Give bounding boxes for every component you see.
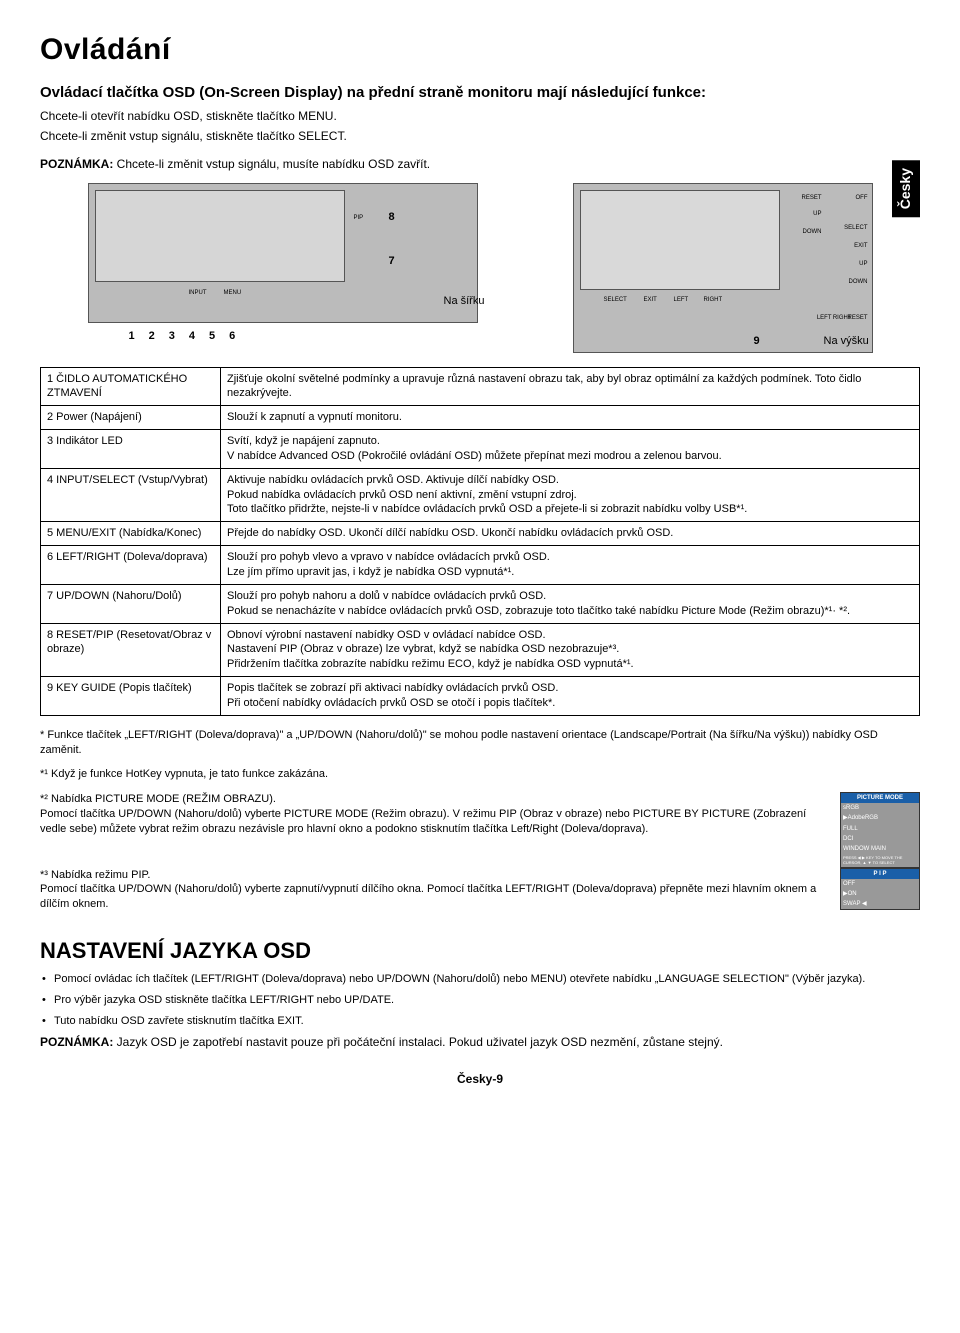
label-select2: SELECT [844, 224, 867, 232]
table-row: 5 MENU/EXIT (Nabídka/Konec)Přejde do nab… [41, 522, 920, 546]
lang-step-2: Pro výběr jazyka OSD stiskněte tlačítka … [40, 993, 920, 1008]
label-select: SELECT [604, 296, 627, 304]
row-label: 4 INPUT/SELECT (Vstup/Vybrat) [41, 468, 221, 522]
row-desc: Svítí, když je napájení zapnuto. V nabíd… [221, 430, 920, 469]
row-desc: Přejde do nabídky OSD. Ukončí dílčí nabí… [221, 522, 920, 546]
row-label: 5 MENU/EXIT (Nabídka/Konec) [41, 522, 221, 546]
label-height: Na výšku [824, 334, 869, 349]
lang-section-title: NASTAVENÍ JAZYKA OSD [40, 936, 920, 966]
row-label: 6 LEFT/RIGHT (Doleva/doprava) [41, 546, 221, 585]
footnote-3: *³ Nabídka režimu PIP. Pomocí tlačítka U… [40, 868, 820, 913]
label-up2: UP [859, 260, 867, 268]
row-label: 9 KEY GUIDE (Popis tlačítek) [41, 677, 221, 716]
row-desc: Zjišťuje okolní světelné podmínky a upra… [221, 367, 920, 406]
section-subtitle: Ovládací tlačítka OSD (On-Screen Display… [40, 83, 920, 103]
callout-9: 9 [754, 334, 760, 349]
table-row: 8 RESET/PIP (Resetovat/Obraz v obraze)Ob… [41, 623, 920, 677]
label-off: OFF [856, 194, 868, 202]
label-width: Na šířku [444, 294, 485, 309]
row-desc: Aktivuje nabídku ovládacích prvků OSD. A… [221, 468, 920, 522]
footnote-2: *² Nabídka PICTURE MODE (REŽIM OBRAZU). … [40, 792, 820, 837]
row-desc: Slouží pro pohyb nahoru a dolů v nabídce… [221, 584, 920, 623]
table-row: 6 LEFT/RIGHT (Doleva/doprava)Slouží pro … [41, 546, 920, 585]
label-down: DOWN [803, 228, 822, 236]
number-row: 1 2 3 4 5 6 [129, 329, 236, 344]
intro-line-1: Chcete-li otevřít nabídku OSD, stiskněte… [40, 108, 920, 124]
osd1-title: PICTURE MODE [841, 793, 919, 803]
row-label: 7 UP/DOWN (Nahoru/Dolů) [41, 584, 221, 623]
lang-step-3: Tuto nabídku OSD zavřete stisknutím tlač… [40, 1014, 920, 1029]
table-row: 1 ČIDLO AUTOMATICKÉHO ZTMAVENÍZjišťuje o… [41, 367, 920, 406]
label-left: LEFT [674, 296, 689, 304]
lang-step-1: Pomocí ovládac ích tlačítek (LEFT/RIGHT … [40, 972, 920, 987]
footnote-star: * Funkce tlačítek „LEFT/RIGHT (Doleva/do… [40, 728, 920, 758]
label-exit2: EXIT [644, 296, 657, 304]
button-diagram: PIP 8 7 INPUT MENU 1 2 3 4 5 6 Na šířku … [40, 183, 920, 353]
callout-8: 8 [389, 210, 395, 225]
osd-preview-picture-mode: PICTURE MODE sRGB ▶AdobeRGB FULL DCI WIN… [840, 792, 920, 867]
label-menu: MENU [224, 289, 242, 297]
lang-note: POZNÁMKA: Jazyk OSD je zapotřebí nastavi… [40, 1034, 920, 1050]
row-desc: Slouží pro pohyb vlevo a vpravo v nabídc… [221, 546, 920, 585]
table-row: 9 KEY GUIDE (Popis tlačítek)Popis tlačít… [41, 677, 920, 716]
label-up: UP [813, 210, 821, 218]
note-label: POZNÁMKA: [40, 157, 113, 171]
panel-landscape: PIP 8 7 INPUT MENU 1 2 3 4 5 6 Na šířku [88, 183, 478, 323]
row-desc: Slouží k zapnutí a vypnutí monitoru. [221, 406, 920, 430]
note-text: Chcete-li změnit vstup signálu, musíte n… [117, 157, 430, 171]
osd2-title: P I P [841, 869, 919, 879]
intro-line-2: Chcete-li změnit vstup signálu, stisknět… [40, 128, 920, 144]
label-down2: DOWN [849, 278, 868, 286]
osd-preview-pip: P I P OFF ▶ON SWAP ◀ [840, 868, 920, 910]
label-exit: EXIT [854, 242, 867, 250]
footnote-2-row: *² Nabídka PICTURE MODE (REŽIM OBRAZU). … [40, 792, 920, 867]
row-desc: Popis tlačítek se zobrazí při aktivaci n… [221, 677, 920, 716]
lang-note-text: Jazyk OSD je zapotřebí nastavit pouze př… [117, 1035, 723, 1049]
controls-table: 1 ČIDLO AUTOMATICKÉHO ZTMAVENÍZjišťuje o… [40, 367, 920, 716]
row-desc: Obnoví výrobní nastavení nabídky OSD v o… [221, 623, 920, 677]
table-row: 7 UP/DOWN (Nahoru/Dolů)Slouží pro pohyb … [41, 584, 920, 623]
panel-portrait: RESET UP DOWN OFF SELECT EXIT UP DOWN SE… [573, 183, 873, 353]
table-row: 2 Power (Napájení)Slouží k zapnutí a vyp… [41, 406, 920, 430]
row-label: 1 ČIDLO AUTOMATICKÉHO ZTMAVENÍ [41, 367, 221, 406]
row-label: 3 Indikátor LED [41, 430, 221, 469]
table-row: 4 INPUT/SELECT (Vstup/Vybrat)Aktivuje na… [41, 468, 920, 522]
side-language-tab: Česky [892, 160, 920, 217]
table-row: 3 Indikátor LEDSvítí, když je napájení z… [41, 430, 920, 469]
label-left2: LEFT [817, 314, 832, 322]
callout-7: 7 [389, 254, 395, 269]
lang-steps: Pomocí ovládac ích tlačítek (LEFT/RIGHT … [40, 972, 920, 1029]
page-title: Ovládání [40, 30, 920, 71]
page-number: Česky-9 [40, 1071, 920, 1087]
label-right: RIGHT [704, 296, 723, 304]
label-reset2: RESET [847, 314, 867, 322]
row-label: 8 RESET/PIP (Resetovat/Obraz v obraze) [41, 623, 221, 677]
row-label: 2 Power (Napájení) [41, 406, 221, 430]
label-pip: PIP [354, 214, 364, 222]
footnote-3-row: *³ Nabídka režimu PIP. Pomocí tlačítka U… [40, 868, 920, 923]
footnote-1: *¹ Když je funkce HotKey vypnuta, je tat… [40, 767, 920, 782]
label-input: INPUT [189, 289, 207, 297]
lang-note-label: POZNÁMKA: [40, 1035, 113, 1049]
label-reset: RESET [801, 194, 821, 202]
note-line: POZNÁMKA: Chcete-li změnit vstup signálu… [40, 156, 920, 172]
